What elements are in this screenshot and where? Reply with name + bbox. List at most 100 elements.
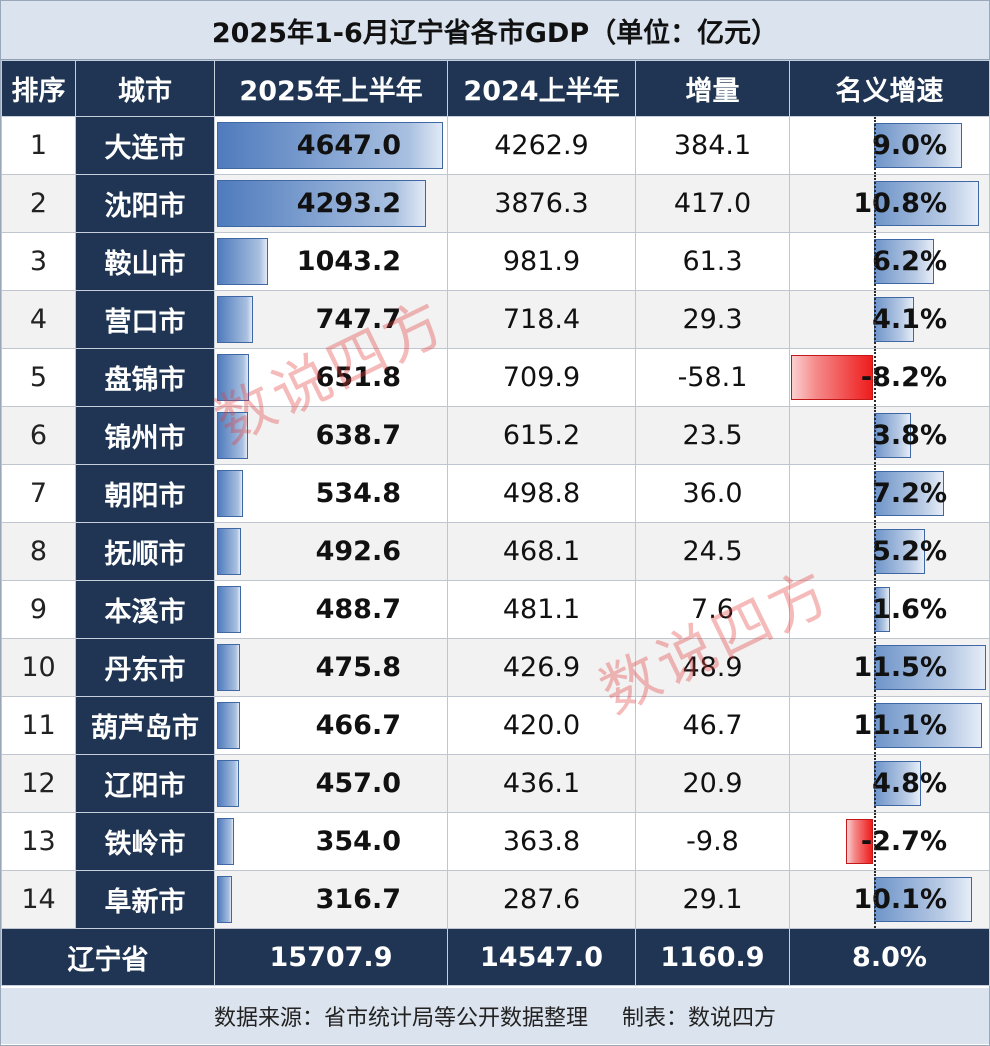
gdp-2024-cell: 4262.9 [447,116,636,175]
growth-cell: 3.8% [789,406,990,465]
growth-value: 4.1% [872,304,947,335]
table-row: 4 营口市 747.7 718.4 29.3 4.1% [1,290,990,349]
gdp-data-bar [217,644,241,691]
growth-value: 11.5% [853,652,947,683]
growth-value: 3.8% [872,420,947,451]
increment-cell: 29.3 [635,290,790,349]
rank-cell: 8 [1,522,76,581]
growth-value: 6.2% [872,246,947,277]
table-row: 1 大连市 4647.0 4262.9 384.1 9.0% [1,116,990,175]
growth-value: 10.8% [853,188,947,219]
rank-cell: 3 [1,232,76,291]
gdp-data-bar [217,238,268,285]
city-cell: 鞍山市 [75,232,215,291]
growth-cell: 11.1% [789,696,990,755]
gdp-data-bar [217,122,443,169]
increment-cell: 61.3 [635,232,790,291]
growth-data-bar [874,181,980,226]
increment-cell: 384.1 [635,116,790,175]
growth-cell: -8.2% [789,348,990,407]
growth-axis-line [874,639,876,696]
table-row: 10 丹东市 475.8 426.9 48.9 11.5% [1,638,990,697]
growth-axis-line [874,581,876,638]
gdp-data-bar [217,760,240,807]
gdp-2024-cell: 3876.3 [447,174,636,233]
increment-cell: -58.1 [635,348,790,407]
gdp-data-bar [217,702,240,749]
growth-value: 9.0% [872,130,947,161]
gdp-data-bar [217,412,249,459]
gdp-2025-cell: 747.7 [214,290,448,349]
increment-cell: 29.1 [635,870,790,929]
growth-axis-line [874,291,876,348]
gdp-2025-value: 492.6 [315,536,401,567]
gdp-2025-cell: 4293.2 [214,174,448,233]
rank-cell: 9 [1,580,76,639]
gdp-2024-cell: 363.8 [447,812,636,871]
growth-axis-line [874,813,876,870]
total-2025-h1: 15707.9 [214,928,448,986]
table-row: 6 锦州市 638.7 615.2 23.5 3.8% [1,406,990,465]
growth-cell: 10.1% [789,870,990,929]
gdp-2025-cell: 488.7 [214,580,448,639]
gdp-2025-cell: 316.7 [214,870,448,929]
table-row: 2 沈阳市 4293.2 3876.3 417.0 10.8% [1,174,990,233]
growth-axis-line [874,697,876,754]
table-row: 5 盘锦市 651.8 709.9 -58.1 -8.2% [1,348,990,407]
growth-cell: -2.7% [789,812,990,871]
table-row: 9 本溪市 488.7 481.1 7.6 1.6% [1,580,990,639]
gdp-2025-cell: 466.7 [214,696,448,755]
growth-data-bar [874,703,983,748]
gdp-data-bar [217,818,235,865]
gdp-2024-cell: 436.1 [447,754,636,813]
gdp-2024-cell: 981.9 [447,232,636,291]
city-cell: 沈阳市 [75,174,215,233]
growth-cell: 1.6% [789,580,990,639]
gdp-data-bar [217,470,243,517]
growth-data-bar [874,645,986,690]
growth-axis-line [874,755,876,812]
gdp-2025-value: 466.7 [315,710,401,741]
growth-axis-line [874,407,876,464]
total-label: 辽宁省 [1,928,215,986]
total-row: 辽宁省 15707.9 14547.0 1160.9 8.0% [1,928,990,986]
gdp-2025-value: 1043.2 [296,246,401,277]
city-cell: 朝阳市 [75,464,215,523]
growth-axis-line [874,349,876,406]
growth-data-bar [874,877,973,922]
header-growth: 名义增速 [789,60,990,117]
table-title: 2025年1-6月辽宁省各市GDP（单位：亿元） [1,1,989,60]
increment-cell: 46.7 [635,696,790,755]
table-row: 13 铁岭市 354.0 363.8 -9.8 -2.7% [1,812,990,871]
growth-value: 7.2% [872,478,947,509]
gdp-2024-cell: 498.8 [447,464,636,523]
total-increment: 1160.9 [635,928,790,986]
rank-cell: 11 [1,696,76,755]
growth-data-bar-negative [791,355,873,400]
gdp-2025-value: 4293.2 [296,188,401,219]
growth-data-bar [874,761,921,806]
rank-cell: 5 [1,348,76,407]
gdp-2024-cell: 287.6 [447,870,636,929]
gdp-2024-cell: 615.2 [447,406,636,465]
gdp-2025-value: 316.7 [315,884,401,915]
table-row: 8 抚顺市 492.6 468.1 24.5 5.2% [1,522,990,581]
gdp-data-bar [217,180,426,227]
increment-cell: 24.5 [635,522,790,581]
gdp-2024-cell: 426.9 [447,638,636,697]
increment-cell: 36.0 [635,464,790,523]
growth-cell: 11.5% [789,638,990,697]
city-cell: 盘锦市 [75,348,215,407]
gdp-2025-cell: 534.8 [214,464,448,523]
increment-cell: 20.9 [635,754,790,813]
header-rank: 排序 [1,60,76,117]
gdp-2025-value: 354.0 [315,826,401,857]
footer-source: 数据来源：省市统计局等公开数据整理 [213,1006,588,1031]
table-row: 7 朝阳市 534.8 498.8 36.0 7.2% [1,464,990,523]
header-row: 排序 城市 2025年上半年 2024上半年 增量 名义增速 [1,60,990,117]
growth-axis-line [874,871,876,928]
gdp-2024-cell: 709.9 [447,348,636,407]
rank-cell: 13 [1,812,76,871]
growth-axis-line [874,523,876,580]
growth-cell: 4.1% [789,290,990,349]
